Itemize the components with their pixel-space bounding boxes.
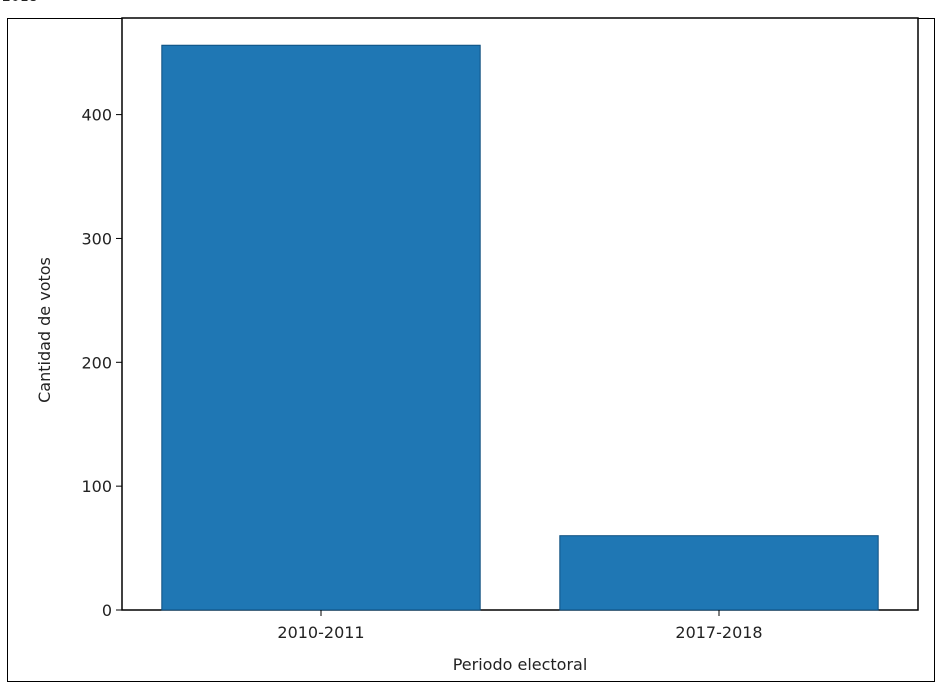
x-axis-label: Periodo electoral <box>453 655 588 674</box>
y-tick-label: 200 <box>81 353 112 372</box>
bar-2010-2011 <box>161 44 481 611</box>
y-tick-label: 100 <box>81 477 112 496</box>
y-tick-label: 400 <box>81 106 112 125</box>
x-tick-label: 2017-2018 <box>675 623 762 642</box>
y-axis-ticks: 0 100 200 300 400 <box>81 106 122 620</box>
clipped-header-text: 2018 <box>2 0 38 4</box>
bars-group <box>161 44 879 611</box>
x-tick-label: 2010-2011 <box>277 623 364 642</box>
bar-2017-2018 <box>559 535 879 611</box>
x-axis-ticks: 2010-2011 2017-2018 <box>277 610 763 642</box>
y-tick-label: 300 <box>81 229 112 248</box>
y-tick-label: 0 <box>102 601 112 620</box>
y-axis-label: Cantidad de votos <box>35 257 54 403</box>
